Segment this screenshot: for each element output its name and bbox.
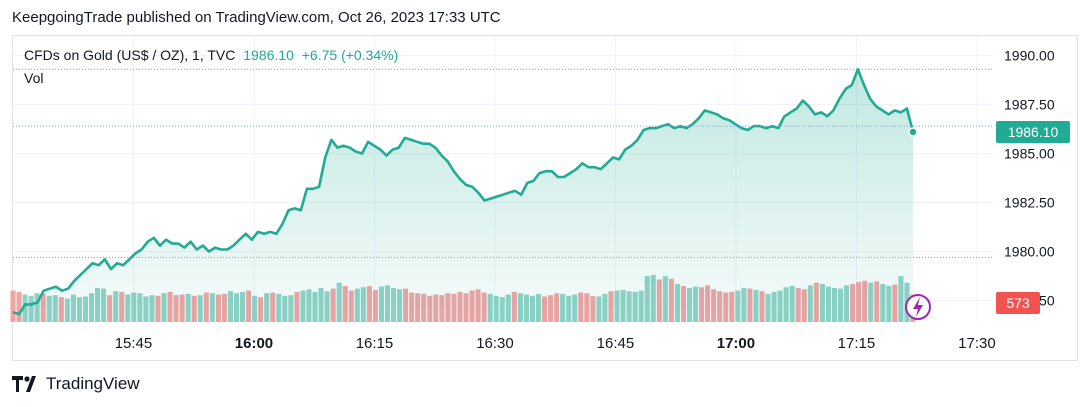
- dotted-lines: [13, 68, 993, 258]
- time-tick-label: 16:15: [356, 335, 394, 352]
- tradingview-footer[interactable]: TradingView: [12, 374, 140, 394]
- volume-tag-label: 573: [1006, 295, 1030, 311]
- time-tick-label: 17:15: [838, 335, 876, 352]
- time-tick-label: 15:45: [115, 335, 153, 352]
- volume-tag: [996, 292, 1040, 314]
- volume-label: Vol: [24, 70, 44, 86]
- time-tick-label: 17:00: [717, 335, 755, 352]
- last-price-tag-label: 1986.10: [1008, 124, 1059, 140]
- price-tick-label: 1982.50: [1004, 195, 1055, 211]
- price-line: [12, 68, 915, 316]
- flash-icon[interactable]: [905, 294, 931, 320]
- price-tick-label: 1985.00: [1004, 146, 1055, 162]
- tradingview-logo-icon: [12, 376, 36, 392]
- publish-info: KeepgoingTrade published on TradingView.…: [12, 9, 501, 26]
- time-tick-label: 17:30: [958, 335, 996, 352]
- price-axis: 1990.001987.501985.001982.501980.001977.…: [1004, 48, 1055, 309]
- last-price-label: 1986.10: [243, 47, 294, 63]
- symbol-label: CFDs on Gold (US$ / OZ), 1, TVC: [24, 47, 236, 63]
- volume-bar: [10, 290, 16, 322]
- last-price-tag: [996, 120, 1070, 143]
- price-change-label: +6.75 (+0.34%): [301, 47, 399, 63]
- time-tick-label: 16:00: [235, 335, 273, 352]
- chart-legend: CFDs on Gold (US$ / OZ), 1, TVC 1986.10 …: [24, 47, 398, 63]
- time-axis: 15:45 16:00 16:15 16:30 16:45 17:00 17:15 17:30: [115, 335, 996, 352]
- price-tags: 1986.10 573: [905, 120, 1070, 320]
- time-tick-label: 16:30: [476, 335, 514, 352]
- price-tick-label: 1990.00: [1004, 48, 1055, 64]
- price-tick-label: 1980.00: [1004, 243, 1055, 259]
- volume-bar: [16, 291, 22, 322]
- last-price-dot: [908, 127, 918, 137]
- chart-frame[interactable]: [12, 35, 1078, 361]
- price-area: [12, 68, 918, 322]
- price-tick-label: 1987.50: [1004, 97, 1055, 113]
- price-area-fill: [13, 69, 913, 322]
- time-tick-label: 16:45: [597, 335, 635, 352]
- tradingview-brand: TradingView: [46, 374, 140, 393]
